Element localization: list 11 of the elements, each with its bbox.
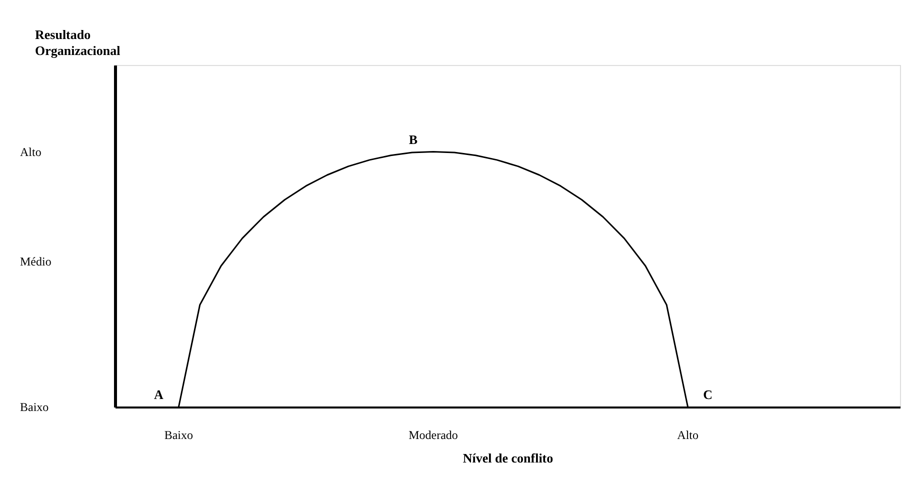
annotation: C [703, 387, 713, 402]
text: Alto [20, 144, 42, 159]
text: Baixo [20, 400, 49, 414]
x-axis-title: Nível de conflito [462, 450, 554, 466]
annotation: A [154, 387, 164, 402]
x-tick-label: Alto [677, 428, 699, 442]
annotation: B [408, 132, 418, 147]
x-tick-label: Baixo [164, 428, 193, 442]
x-tick-label: Moderado [408, 428, 458, 442]
text: Resultado Organizacional [35, 27, 121, 58]
text: Médio [20, 254, 52, 269]
